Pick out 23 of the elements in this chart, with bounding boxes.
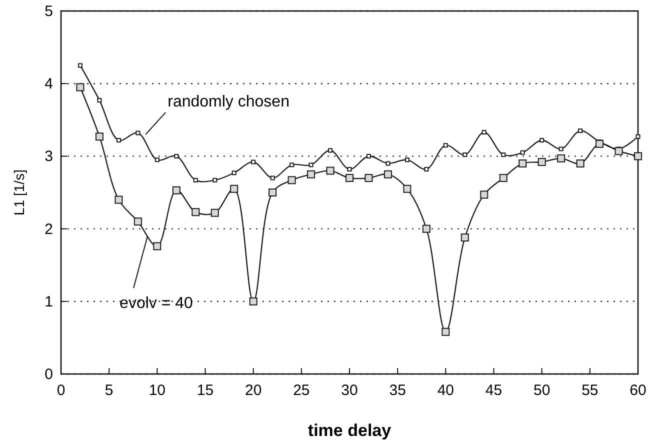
x-axis-title: time delay <box>308 421 392 440</box>
y-tick-label: 1 <box>44 293 53 310</box>
y-tick-label: 3 <box>44 148 53 166</box>
x-tick-label: 25 <box>293 382 310 399</box>
x-tick-label: 15 <box>196 382 214 399</box>
annotation: evolv = 40 <box>120 295 194 312</box>
x-tick-label: 50 <box>533 382 550 399</box>
x-tick-label: 0 <box>56 382 66 399</box>
y-tick-label: 0 <box>44 366 53 383</box>
x-tick-label: 5 <box>104 382 114 399</box>
x-tick-label: 30 <box>341 382 358 399</box>
annotation: randomly chosen <box>168 93 290 110</box>
x-tick-label: 35 <box>389 382 406 399</box>
x-tick-label: 20 <box>244 382 262 399</box>
y-tick-label: 4 <box>44 76 53 93</box>
x-tick-label: 45 <box>485 382 502 399</box>
y-tick-label: 5 <box>44 3 53 20</box>
y-axis-title: L1 [1/s] <box>11 170 27 216</box>
y-tick-label: 2 <box>44 220 53 238</box>
x-tick-label: 60 <box>630 382 646 399</box>
x-tick-label: 55 <box>582 382 598 399</box>
x-tick-label: 40 <box>437 382 454 399</box>
x-tick-label: 10 <box>148 382 166 399</box>
